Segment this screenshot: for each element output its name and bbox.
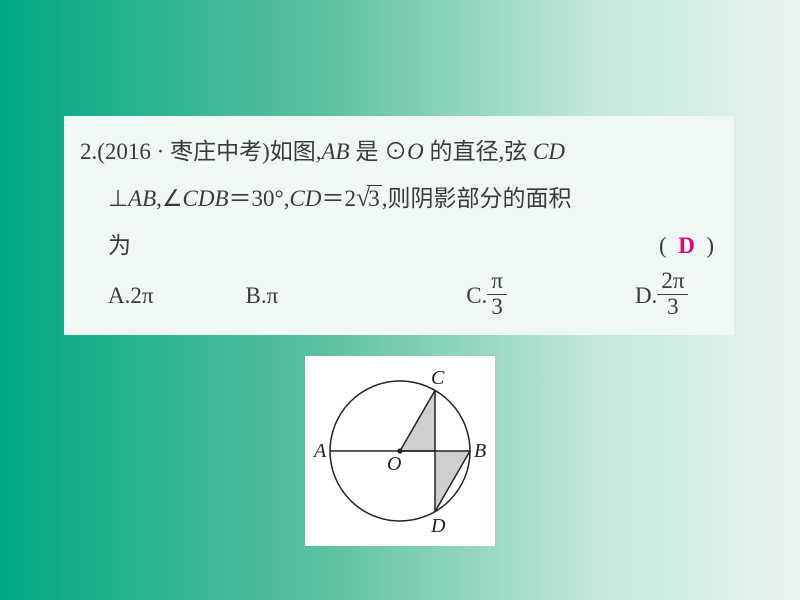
optC-frac: π3 bbox=[487, 269, 507, 318]
optC-den: 3 bbox=[487, 295, 507, 319]
optA-val: 2π bbox=[130, 272, 153, 319]
var-CD: CD bbox=[533, 139, 565, 164]
angle-sym: ∠ bbox=[162, 186, 183, 211]
paren-close: ) bbox=[706, 233, 714, 258]
option-D: D. 2π3 bbox=[635, 271, 689, 320]
problem-box: 2.(2016 · 枣庄中考)如图,AB 是 ⊙O 的直径,弦 CD ⊥AB,∠… bbox=[64, 116, 734, 335]
optC-num: π bbox=[487, 269, 507, 294]
source-prefix: (2016 · bbox=[97, 139, 170, 164]
answer-letter: D bbox=[678, 233, 695, 258]
optD-label: D. bbox=[635, 272, 657, 319]
answer-paren: ( D ) bbox=[659, 222, 714, 269]
svg-text:B: B bbox=[474, 440, 486, 462]
problem-text: 2.(2016 · 枣庄中考)如图,AB 是 ⊙O 的直径,弦 CD ⊥AB,∠… bbox=[80, 128, 718, 269]
var-CDB: CDB bbox=[183, 186, 229, 211]
perp: ⊥ bbox=[108, 186, 128, 211]
t1b: 是 ⊙ bbox=[350, 139, 408, 164]
optA-label: A. bbox=[108, 272, 130, 319]
var-AB: AB bbox=[322, 139, 350, 164]
optD-frac: 2π3 bbox=[657, 269, 688, 318]
line3: 为 bbox=[108, 233, 131, 258]
option-C: C. π3 bbox=[466, 271, 507, 320]
two: 2 bbox=[344, 186, 356, 211]
var-CD2: CD bbox=[289, 186, 321, 211]
eq30: ＝30°, bbox=[229, 186, 290, 211]
radical-icon: √ bbox=[356, 185, 370, 211]
var-O: O bbox=[407, 139, 424, 164]
problem-number: 2. bbox=[80, 139, 97, 164]
figure-svg: A B C D O bbox=[305, 356, 495, 546]
line2-tail: ,则阴影部分的面积 bbox=[382, 186, 572, 211]
page-background: 2.(2016 · 枣庄中考)如图,AB 是 ⊙O 的直径,弦 CD ⊥AB,∠… bbox=[0, 0, 800, 600]
optB-val: π bbox=[267, 272, 279, 319]
optD-den: 3 bbox=[657, 295, 688, 319]
source-kai: 枣庄中考 bbox=[170, 139, 262, 164]
t1c: 的直径,弦 bbox=[424, 139, 533, 164]
svg-text:C: C bbox=[431, 367, 445, 389]
optD-num: 2π bbox=[657, 269, 688, 294]
sqrt3: √3 bbox=[356, 185, 382, 211]
optB-label: B. bbox=[246, 272, 267, 319]
svg-text:O: O bbox=[387, 453, 401, 475]
svg-text:D: D bbox=[430, 515, 446, 537]
optC-label: C. bbox=[466, 272, 487, 319]
t1a: 如图, bbox=[270, 139, 322, 164]
option-A: A. 2π bbox=[108, 272, 154, 319]
options-row: A. 2π B. π C. π3 D. 2π3 bbox=[80, 271, 718, 320]
var-AB2: AB bbox=[128, 186, 156, 211]
paren-open: ( bbox=[659, 233, 667, 258]
geometry-figure: A B C D O bbox=[305, 356, 495, 546]
source-suffix: ) bbox=[262, 139, 270, 164]
option-B: B. π bbox=[246, 272, 279, 319]
svg-text:A: A bbox=[312, 440, 327, 462]
eq-sym: ＝ bbox=[321, 186, 344, 211]
